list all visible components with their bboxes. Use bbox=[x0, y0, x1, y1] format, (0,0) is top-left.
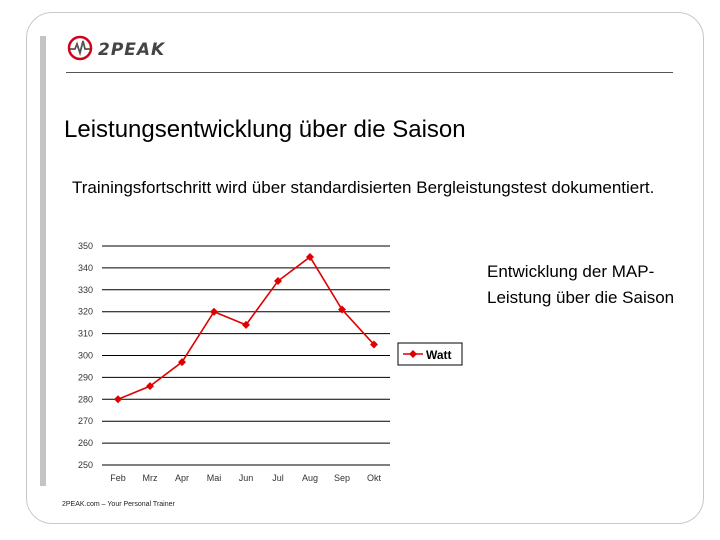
x-tick-label: Sep bbox=[334, 473, 350, 483]
x-tick-label: Aug bbox=[302, 473, 318, 483]
x-tick-label: Mrz bbox=[143, 473, 158, 483]
x-tick-label: Apr bbox=[175, 473, 189, 483]
y-axis-ticks: 350 340 330 320 310 300 290 280 270 260 250 bbox=[78, 241, 93, 470]
slide-subtitle: Trainingsfortschritt wird über standardi… bbox=[72, 178, 655, 197]
y-tick-label: 310 bbox=[78, 329, 93, 339]
y-tick-label: 340 bbox=[78, 263, 93, 273]
legend-marker bbox=[409, 350, 417, 358]
brand-logo: 2PEAK bbox=[66, 34, 196, 66]
header-divider bbox=[66, 72, 673, 73]
logo-icon bbox=[66, 34, 94, 67]
x-tick-label: Okt bbox=[367, 473, 382, 483]
accent-bar bbox=[40, 36, 46, 486]
page-title: Leistungsentwicklung über die Saison bbox=[64, 116, 466, 143]
side-note: Entwicklung der MAP-Leistung über die Sa… bbox=[487, 262, 675, 307]
chart-legend: Watt bbox=[397, 342, 463, 366]
data-point bbox=[210, 307, 218, 316]
y-tick-label: 270 bbox=[78, 416, 93, 426]
data-point bbox=[114, 395, 122, 404]
y-tick-label: 320 bbox=[78, 307, 93, 317]
data-point bbox=[146, 382, 154, 391]
y-tick-label: 330 bbox=[78, 285, 93, 295]
footer-text: 2PEAK.com – Your Personal Trainer bbox=[62, 501, 175, 508]
data-point bbox=[178, 358, 186, 367]
y-tick-label: 350 bbox=[78, 241, 93, 251]
y-tick-label: 260 bbox=[78, 438, 93, 448]
data-point bbox=[274, 277, 282, 286]
chart-grid bbox=[102, 245, 390, 466]
y-tick-label: 250 bbox=[78, 460, 93, 470]
y-tick-label: 290 bbox=[78, 372, 93, 382]
logo-wordmark: 2PEAK bbox=[98, 40, 166, 60]
x-tick-label: Jun bbox=[239, 473, 254, 483]
data-point bbox=[370, 340, 378, 349]
x-tick-label: Jul bbox=[272, 473, 284, 483]
legend-box bbox=[397, 342, 463, 366]
data-point bbox=[338, 305, 346, 314]
x-tick-label: Mai bbox=[207, 473, 222, 483]
legend-label: Watt bbox=[426, 348, 452, 362]
x-axis-ticks: Feb Mrz Apr Mai Jun Jul Aug Sep Okt bbox=[110, 473, 381, 483]
y-tick-label: 280 bbox=[78, 394, 93, 404]
series-watt bbox=[114, 252, 378, 404]
y-tick-label: 300 bbox=[78, 351, 93, 361]
data-point bbox=[306, 252, 314, 261]
x-tick-label: Feb bbox=[110, 473, 126, 483]
data-point bbox=[242, 320, 250, 329]
